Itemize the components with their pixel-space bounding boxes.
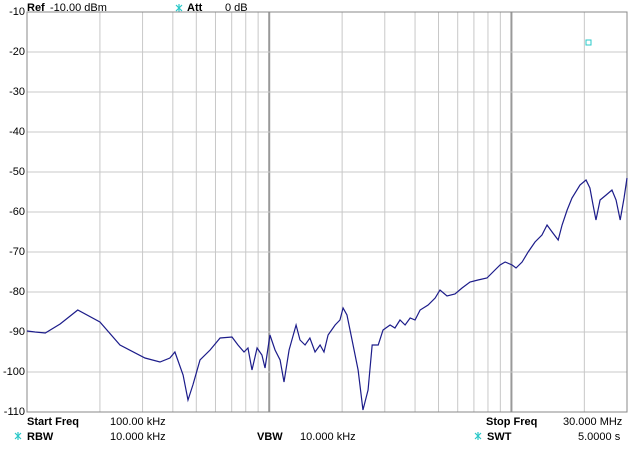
att-value: 0 dB xyxy=(225,2,248,14)
swt-value: 5.0000 s xyxy=(578,431,621,443)
y-tick-label: -40 xyxy=(9,126,25,138)
rbw-value: 10.000 kHz xyxy=(110,431,166,443)
y-tick-label: -100 xyxy=(3,366,25,378)
ref-value: -10.00 dBm xyxy=(50,2,107,14)
y-tick-label: -70 xyxy=(9,246,25,258)
y-tick-label: -80 xyxy=(9,286,25,298)
start-label: Start Freq xyxy=(27,416,79,428)
start-value: 100.00 kHz xyxy=(110,416,166,428)
y-tick-label: -20 xyxy=(9,46,25,58)
plot-frame xyxy=(26,11,628,413)
att-label: Att xyxy=(187,2,203,14)
rbw-label: RBW xyxy=(27,431,54,443)
y-tick-label: -90 xyxy=(9,326,25,338)
ref-label: Ref xyxy=(27,2,45,14)
y-tick-label: -50 xyxy=(9,166,25,178)
y-tick-label: -110 xyxy=(4,406,25,418)
stop-value: 30.000 MHz xyxy=(563,416,622,428)
y-tick-label: -60 xyxy=(9,206,25,218)
swt-label: SWT xyxy=(487,431,512,443)
marker-icon xyxy=(585,39,592,46)
vbw-label: VBW xyxy=(257,431,283,443)
flag-icon xyxy=(14,4,482,440)
trace xyxy=(26,177,628,411)
stop-label: Stop Freq xyxy=(486,416,537,428)
y-tick-label: -10 xyxy=(9,6,25,18)
vbw-value: 10.000 kHz xyxy=(300,431,356,443)
y-tick-label: -30 xyxy=(9,86,25,98)
